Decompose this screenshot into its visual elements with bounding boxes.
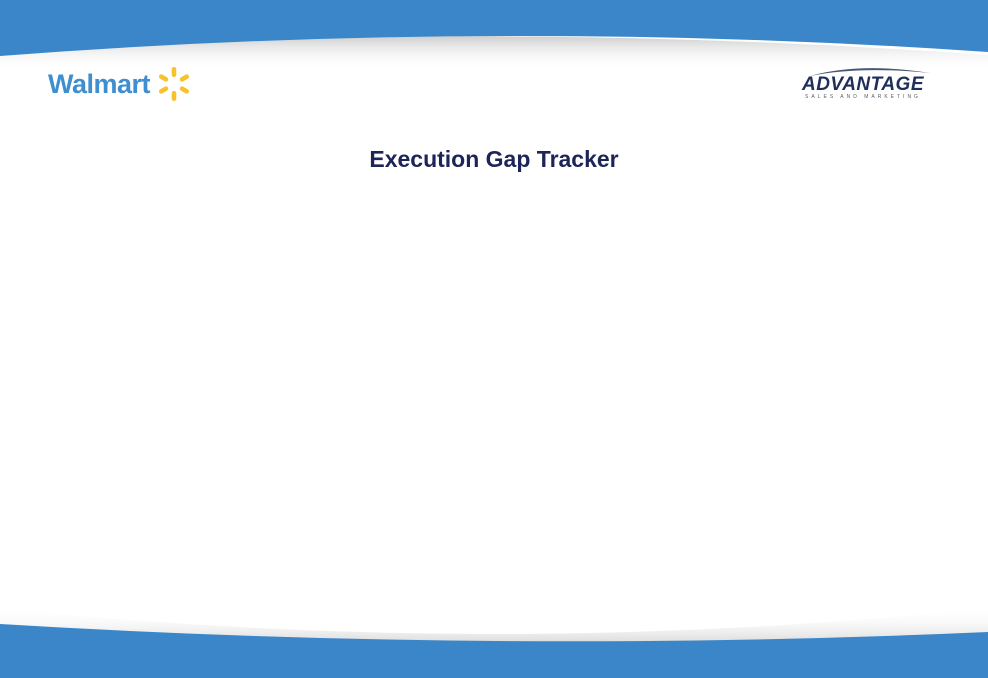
walmart-logo: Walmart	[48, 64, 194, 104]
advantage-logo: ADVANTAGE SALES AND MARKETING	[790, 64, 936, 104]
walmart-spark-icon	[159, 67, 190, 101]
advantage-logo-subtext: SALES AND MARKETING	[805, 94, 921, 100]
bottom-wave-band	[0, 608, 988, 678]
slide-title: Execution Gap Tracker	[369, 146, 619, 172]
advantage-logo-text: ADVANTAGE	[801, 74, 925, 95]
walmart-logo-text: Walmart	[48, 68, 151, 99]
top-wave-band	[0, 0, 988, 70]
advantage-swoosh-icon	[810, 68, 930, 76]
